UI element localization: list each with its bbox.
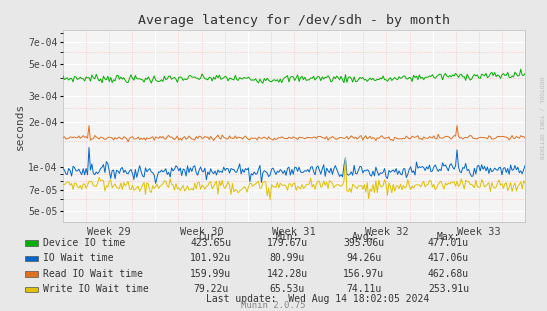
Text: 79.22u: 79.22u [193, 284, 228, 294]
Text: 477.01u: 477.01u [428, 238, 469, 248]
Text: 462.68u: 462.68u [428, 269, 469, 279]
Text: Max:: Max: [437, 232, 460, 242]
Text: 159.99u: 159.99u [190, 269, 231, 279]
Text: 423.65u: 423.65u [190, 238, 231, 248]
Text: Min:: Min: [276, 232, 299, 242]
Text: 74.11u: 74.11u [346, 284, 381, 294]
Text: 142.28u: 142.28u [266, 269, 308, 279]
Text: Read IO Wait time: Read IO Wait time [43, 269, 143, 279]
Text: 101.92u: 101.92u [190, 253, 231, 263]
Text: Cur:: Cur: [199, 232, 222, 242]
Text: Device IO time: Device IO time [43, 238, 125, 248]
Text: 156.97u: 156.97u [343, 269, 385, 279]
Text: RRDTOOL / TOBI OETIKER: RRDTOOL / TOBI OETIKER [538, 77, 543, 160]
Title: Average latency for /dev/sdh - by month: Average latency for /dev/sdh - by month [138, 14, 450, 27]
Y-axis label: seconds: seconds [15, 102, 25, 150]
Text: 395.06u: 395.06u [343, 238, 385, 248]
Text: 65.53u: 65.53u [270, 284, 305, 294]
Text: Write IO Wait time: Write IO Wait time [43, 284, 148, 294]
Text: IO Wait time: IO Wait time [43, 253, 113, 263]
Text: 417.06u: 417.06u [428, 253, 469, 263]
Text: 80.99u: 80.99u [270, 253, 305, 263]
Text: 94.26u: 94.26u [346, 253, 381, 263]
Text: Munin 2.0.75: Munin 2.0.75 [241, 301, 306, 310]
Text: Avg:: Avg: [352, 232, 375, 242]
Text: 179.67u: 179.67u [266, 238, 308, 248]
Text: 253.91u: 253.91u [428, 284, 469, 294]
Text: Last update:  Wed Aug 14 18:02:05 2024: Last update: Wed Aug 14 18:02:05 2024 [206, 294, 429, 304]
